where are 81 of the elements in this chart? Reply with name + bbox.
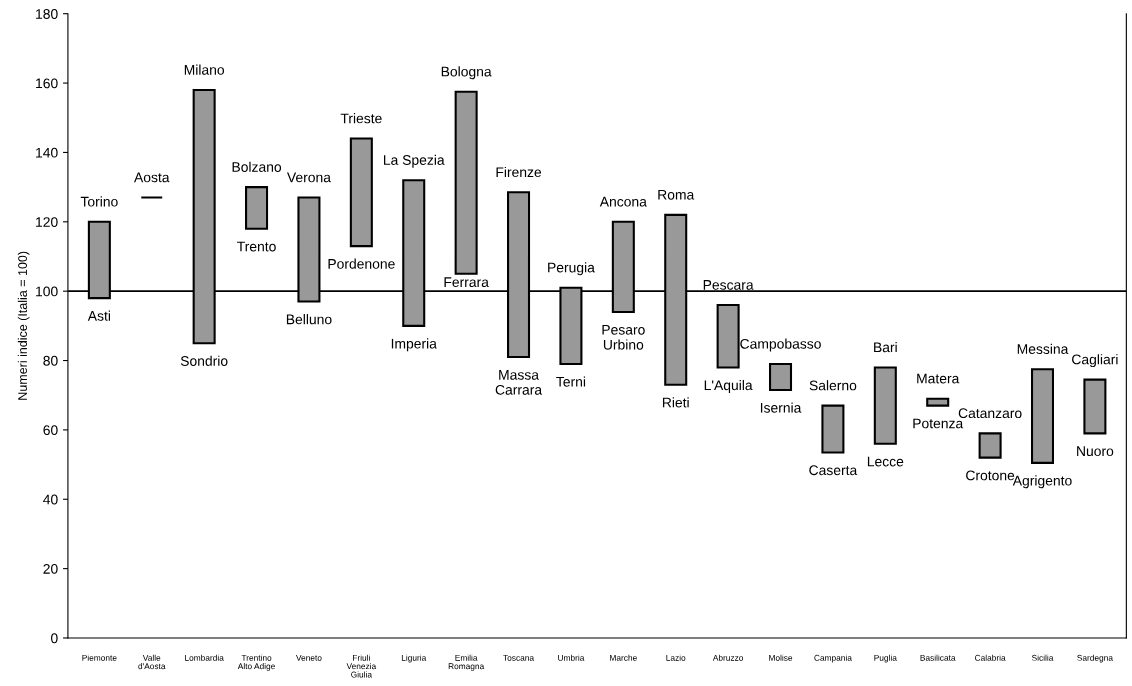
annotation: Lecce <box>867 456 904 467</box>
x-tick-label: Liguria <box>401 654 427 663</box>
x-tick-label: Lombardia <box>185 654 224 661</box>
annotation: Milano <box>184 64 225 75</box>
y-tick-label: 40 <box>43 494 58 505</box>
annotation: Firenze <box>496 166 542 178</box>
x-tick-label: Sardegna <box>1077 654 1113 663</box>
annotation: Caserta <box>809 465 858 476</box>
y-tick-label: 0 <box>51 633 58 644</box>
annotation: Trento <box>237 241 276 252</box>
annotation: Messina <box>1017 343 1069 354</box>
bar <box>1030 368 1055 464</box>
annotation: Bari <box>874 342 897 353</box>
bar <box>821 404 845 454</box>
annotation: Pescara <box>703 280 754 290</box>
bar <box>978 432 1002 459</box>
annotation: Crotone <box>966 470 1015 481</box>
annotation: Nuoro <box>1077 446 1114 457</box>
x-tick-label: Calabria <box>975 654 1006 661</box>
bar <box>1083 378 1107 435</box>
annotation: Bolzano <box>232 161 282 172</box>
x-tick-label: Molise <box>769 654 793 661</box>
annotation: Salerno <box>809 380 857 391</box>
y-axis-title: Numeri indice (Italia = 100) <box>17 251 30 400</box>
annotation: Massa Carrara <box>495 370 543 395</box>
x-tick-label: Campania <box>814 654 852 663</box>
annotation: Verona <box>287 172 331 183</box>
annotation: Perugia <box>548 262 595 276</box>
y-tick-label: 20 <box>43 563 58 574</box>
bar <box>769 362 793 392</box>
x-tick-label: Emilia Romagna <box>448 654 485 671</box>
annotation: Cagliari <box>1072 354 1118 368</box>
annotation: Rieti <box>662 397 689 408</box>
annotation: Ferrara <box>444 277 489 288</box>
bar <box>716 304 740 369</box>
annotation: La Spezia <box>383 154 445 168</box>
annotation: Matera <box>917 373 960 384</box>
annotation: Pordenone <box>328 258 395 269</box>
x-tick-label: Friuli Venezia Giulia <box>346 654 377 678</box>
bar <box>245 186 269 230</box>
bar <box>454 90 478 275</box>
y-tick-label: 160 <box>36 78 58 89</box>
y-tick-label: 180 <box>36 9 58 19</box>
annotation: Roma <box>658 189 695 200</box>
annotation: Sondrio <box>180 355 228 366</box>
y-tick-label: 100 <box>36 286 58 297</box>
annotation: Agrigento <box>1012 475 1072 489</box>
annotation: Isernia <box>760 402 802 413</box>
x-tick-label: Sicilia <box>1032 654 1054 661</box>
annotation: Bologna <box>441 66 492 80</box>
annotation: Asti <box>87 310 110 321</box>
annotation: Torino <box>80 196 118 207</box>
x-tick-label: Piemonte <box>82 654 117 661</box>
x-tick-label: Veneto <box>296 654 322 661</box>
bar <box>873 366 897 445</box>
x-tick-label: Puglia <box>874 654 897 663</box>
y-tick-label: 60 <box>43 425 58 436</box>
annotation: Terni <box>556 376 586 387</box>
annotation: Campobasso <box>740 338 821 352</box>
x-tick-label: Toscana <box>503 654 535 661</box>
x-tick-label: Abruzzo <box>712 654 744 661</box>
x-tick-label: Umbria <box>558 654 585 661</box>
x-tick-label: Marche <box>610 654 637 661</box>
annotation: L'Aquila <box>704 379 753 393</box>
annotation: Ancona <box>599 196 647 207</box>
bar <box>349 137 373 248</box>
x-tick-label: Basilicata <box>920 654 956 661</box>
y-tick-label: 80 <box>43 355 58 366</box>
x-tick-label: Valle d'Aosta <box>138 654 166 670</box>
annotation: Trieste <box>340 113 382 124</box>
x-tick-label: Lazio <box>666 654 686 661</box>
annotation: Imperia <box>391 338 437 352</box>
annotation: Catanzaro <box>958 408 1022 419</box>
annotation: Potenza <box>913 418 964 429</box>
bar <box>926 397 950 407</box>
y-tick-label: 120 <box>36 217 58 227</box>
y-tick-label: 140 <box>36 147 58 158</box>
x-tick-label: Trentino Alto Adige <box>237 654 275 671</box>
annotation: Belluno <box>286 314 332 325</box>
annotation: Pesaro Urbino <box>602 324 645 350</box>
annotation: Aosta <box>134 172 170 183</box>
